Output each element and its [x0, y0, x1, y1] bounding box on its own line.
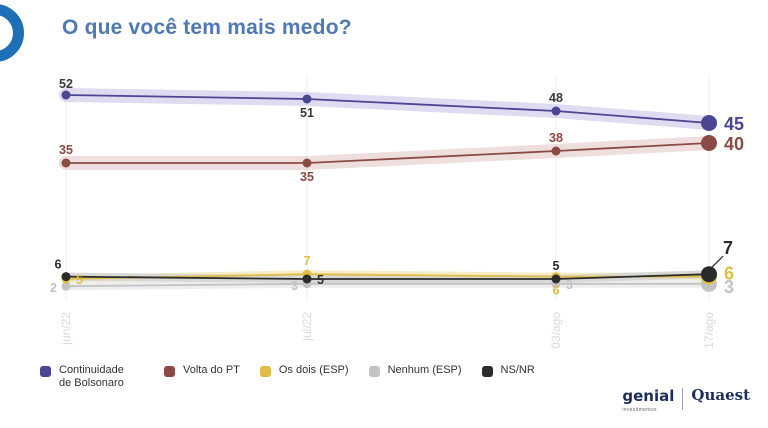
data-point: [551, 274, 561, 284]
legend-item-volta-pt: Volta do PT: [164, 364, 240, 377]
page-title: O que você tem mais medo?: [62, 16, 352, 39]
series-line: [66, 142, 710, 164]
leader-line: [708, 255, 724, 271]
data-label: 2: [50, 281, 57, 295]
data-label: 51: [300, 106, 314, 120]
x-tick-label: jul/22: [300, 312, 314, 342]
data-label: 6: [55, 258, 62, 272]
data-point: [61, 90, 71, 100]
data-label: 5: [76, 273, 83, 287]
data-label: 3: [566, 278, 573, 292]
data-label: 40: [724, 134, 744, 154]
legend-label-volta-pt: Volta do PT: [183, 364, 240, 376]
data-point: [701, 135, 717, 151]
x-tick-label: 03/ago: [549, 312, 563, 349]
legend-item-nenhum: Nenhum (ESP): [368, 364, 462, 377]
data-label: 38: [549, 131, 563, 145]
legend-label-nenhum: Nenhum (ESP): [387, 364, 462, 376]
quaest-logo: Quaest: [691, 386, 750, 404]
data-label: 6: [724, 264, 734, 284]
brand-separator: [682, 388, 684, 410]
legend-swatch-continuidade: [40, 366, 51, 377]
legend: Continuidade de Bolsonaro Volta do PT Os…: [40, 364, 555, 390]
data-point: [61, 158, 71, 168]
legend-label-nsnr: NS/NR: [500, 364, 535, 376]
data-point: [302, 274, 312, 284]
x-tick-label: 17/ago: [702, 312, 716, 349]
data-label: 7: [304, 254, 311, 268]
genial-logo-subtext: investimentos: [622, 407, 657, 413]
data-point: [61, 281, 71, 291]
legend-swatch-nsnr: [481, 366, 493, 377]
data-label: 45: [724, 114, 744, 134]
legend-item-continuidade: Continuidade de Bolsonaro: [40, 364, 144, 390]
footer-brands: genial investimentos Quaest: [622, 386, 750, 414]
data-point: [701, 115, 717, 131]
data-label: 6: [553, 284, 560, 298]
legend-swatch-volta-pt: [164, 366, 175, 377]
data-point: [61, 272, 71, 282]
data-point: [302, 94, 312, 104]
genial-logo-text: genial: [622, 387, 675, 405]
data-point: [551, 106, 561, 116]
series-line: [65, 94, 710, 124]
genial-logo: genial investimentos: [622, 387, 675, 414]
legend-swatch-os-dois: [259, 366, 271, 377]
data-label: 35: [59, 143, 73, 157]
data-label: 48: [549, 91, 563, 105]
data-point: [551, 146, 561, 156]
data-point: [302, 158, 312, 168]
data-label: 35: [300, 170, 314, 184]
data-label: 5: [553, 259, 560, 273]
data-label: 3: [291, 279, 298, 293]
x-tick-label: jun/22: [59, 312, 73, 346]
legend-swatch-nenhum: [368, 366, 380, 377]
series-line: [65, 273, 710, 280]
legend-item-nsnr: NS/NR: [481, 364, 535, 377]
data-label: 52: [59, 77, 73, 91]
legend-label-os-dois: Os dois (ESP): [278, 364, 349, 376]
data-label: 3: [724, 277, 734, 297]
series-band: [59, 88, 716, 130]
legend-label-continuidade: Continuidade de Bolsonaro: [59, 364, 124, 389]
series-line: [65, 282, 709, 288]
legend-item-os-dois: Os dois (ESP): [259, 364, 349, 377]
data-label: 5: [317, 273, 324, 287]
data-label: 7: [723, 238, 733, 258]
data-point: [701, 266, 717, 283]
